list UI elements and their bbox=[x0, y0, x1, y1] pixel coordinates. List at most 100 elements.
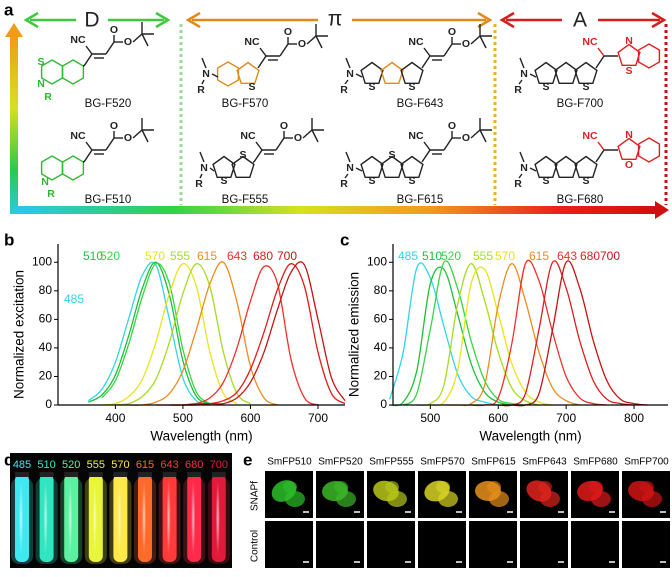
y-tick-label: 20 bbox=[39, 369, 53, 383]
cell bbox=[642, 491, 662, 507]
y-tick-label: 60 bbox=[39, 312, 53, 326]
atom-label: R bbox=[340, 178, 348, 190]
bond bbox=[355, 167, 363, 172]
cell bbox=[591, 491, 611, 507]
ring bbox=[574, 61, 598, 85]
atom-label: O bbox=[625, 159, 633, 171]
y-tick-label: 40 bbox=[39, 340, 53, 354]
ring bbox=[534, 155, 558, 179]
vial-cap bbox=[211, 472, 226, 477]
atom-label: S bbox=[368, 81, 375, 93]
column-header: SmFP615 bbox=[471, 457, 516, 468]
atom-label: O bbox=[124, 132, 132, 144]
row-label: SNAPf bbox=[250, 481, 261, 511]
y-tick-label: 0 bbox=[380, 397, 387, 411]
bond bbox=[211, 73, 219, 78]
atom-label: N bbox=[520, 162, 528, 174]
atom-label: S bbox=[248, 81, 255, 93]
atom-label: O bbox=[280, 120, 288, 132]
compound-name: BG-F700 bbox=[557, 98, 604, 110]
x-tick-label: 600 bbox=[240, 411, 260, 425]
atom-label: O bbox=[298, 38, 306, 50]
gradient-arrow bbox=[12, 206, 655, 214]
atom-label: S bbox=[37, 56, 44, 68]
cell bbox=[438, 491, 458, 507]
atom-label: O bbox=[294, 132, 302, 144]
micrograph bbox=[571, 521, 619, 568]
micrograph bbox=[469, 521, 517, 568]
atom-label: R bbox=[195, 178, 203, 190]
bond bbox=[201, 79, 205, 85]
compound-name: BG-F570 bbox=[222, 98, 269, 110]
sample-label: 615 bbox=[136, 459, 154, 471]
series-label: 485 bbox=[398, 249, 418, 263]
compound-name: BG-F680 bbox=[557, 194, 604, 206]
cell bbox=[487, 481, 501, 493]
spectrum-line bbox=[389, 266, 512, 407]
vial-highlight bbox=[19, 480, 23, 556]
ring bbox=[400, 61, 424, 85]
cell bbox=[640, 481, 654, 493]
bond bbox=[597, 47, 605, 57]
series-label: 520 bbox=[100, 249, 120, 263]
column-header: SmFP570 bbox=[420, 457, 465, 468]
atom-label: S bbox=[368, 175, 375, 187]
atom-label: S bbox=[582, 175, 589, 187]
bond bbox=[519, 57, 525, 69]
atom-label: S bbox=[408, 175, 415, 187]
panel-label: a bbox=[4, 0, 14, 19]
column-header: SmFP643 bbox=[522, 457, 567, 468]
bond bbox=[344, 173, 349, 179]
atom-label: NC bbox=[408, 130, 424, 142]
series-label: 570 bbox=[495, 249, 515, 263]
bond bbox=[518, 79, 523, 85]
atom-label: N bbox=[346, 68, 354, 80]
atom-label: R bbox=[514, 178, 522, 190]
vial-cap bbox=[64, 472, 79, 477]
y-tick-label: 40 bbox=[374, 340, 388, 354]
y-tick-label: 100 bbox=[32, 254, 52, 268]
vial-highlight bbox=[166, 480, 171, 556]
spectrum-line bbox=[88, 261, 211, 405]
bond bbox=[519, 151, 525, 163]
series-label: 510 bbox=[422, 249, 442, 263]
vial-highlight bbox=[43, 480, 48, 556]
column-header: SmFP680 bbox=[573, 457, 618, 468]
vial-cap bbox=[15, 472, 29, 477]
series-label: 520 bbox=[441, 249, 461, 263]
sample-label: 555 bbox=[87, 459, 105, 471]
bond bbox=[479, 129, 487, 143]
atom-label: S bbox=[582, 81, 589, 93]
group-arrows bbox=[23, 11, 667, 29]
micrograph bbox=[367, 521, 415, 568]
column-header: SmFP520 bbox=[318, 457, 363, 468]
atom-label: R bbox=[44, 91, 52, 103]
ring bbox=[534, 61, 558, 85]
sample-label: 520 bbox=[62, 459, 80, 471]
series-label: 680 bbox=[580, 249, 600, 263]
atom-label: O bbox=[284, 26, 292, 38]
compound-name: BG-F520 bbox=[85, 98, 132, 110]
atom-label: O bbox=[110, 24, 118, 36]
atom-label: S bbox=[542, 81, 549, 93]
spectrum-line bbox=[471, 259, 607, 407]
micrograph bbox=[316, 521, 364, 568]
vial-cap bbox=[187, 472, 202, 477]
atom-label: N bbox=[520, 68, 528, 80]
atom-label: R bbox=[47, 188, 55, 200]
atom-label: S bbox=[625, 65, 632, 77]
ring bbox=[574, 155, 598, 179]
vial-highlight bbox=[117, 480, 122, 556]
spectrum-line bbox=[388, 262, 499, 406]
vial-highlight bbox=[92, 480, 97, 556]
atom-label: S bbox=[388, 149, 395, 161]
vial-highlight bbox=[68, 480, 73, 556]
x-tick-label: 800 bbox=[624, 411, 644, 425]
x-tick-label: 400 bbox=[105, 411, 125, 425]
cell bbox=[436, 481, 450, 493]
cell bbox=[336, 491, 356, 507]
series-label: 555 bbox=[170, 249, 190, 263]
cell bbox=[334, 481, 348, 493]
bond bbox=[209, 167, 215, 172]
atom-label: S bbox=[542, 175, 549, 187]
